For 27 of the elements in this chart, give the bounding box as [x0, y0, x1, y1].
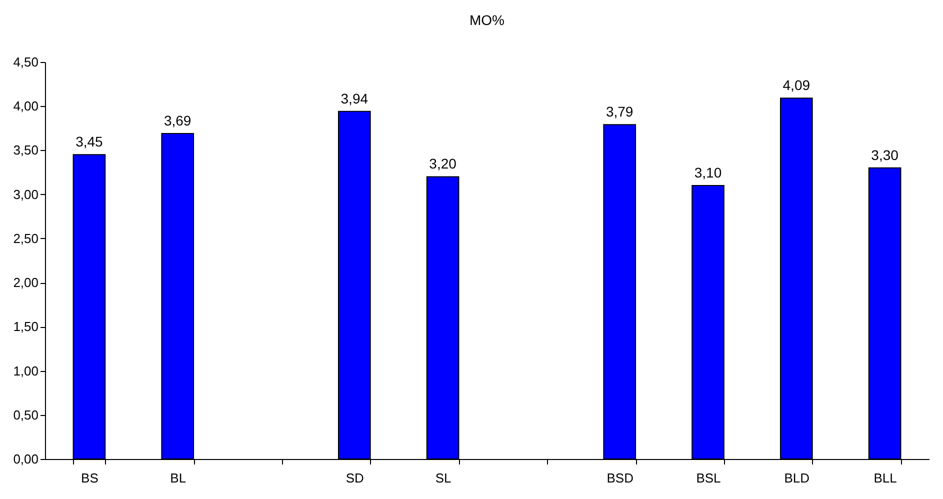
x-tick-label: BLL	[874, 470, 897, 486]
x-tick-label: BSL	[696, 470, 721, 486]
y-tick-label: 1,00	[13, 363, 38, 378]
y-tick-label: 4,00	[13, 98, 38, 114]
x-tick-label: BS	[81, 470, 99, 486]
y-tick-label: 3,00	[13, 186, 38, 202]
y-tick-label: 0,50	[13, 407, 38, 422]
x-tick-label: SL	[435, 470, 452, 486]
x-tick-label: BL	[170, 470, 186, 486]
y-tick-label: 2,50	[13, 230, 38, 246]
y-tick-label: 3,50	[13, 142, 38, 158]
x-tick-label: BSD	[606, 470, 634, 486]
data-label: 4,09	[782, 77, 810, 94]
y-tick-label: 0,00	[13, 452, 38, 466]
data-label: 3,94	[340, 90, 368, 106]
data-label: 3,79	[606, 104, 634, 120]
x-tick-label: BLD	[784, 470, 810, 486]
data-label: 3,69	[164, 112, 192, 128]
y-tick-label: 4,50	[13, 54, 38, 70]
y-tick-label: 1,50	[13, 319, 38, 334]
y-tick-label: 2,00	[13, 275, 38, 290]
data-label: 3,10	[694, 164, 722, 181]
chart-title: MO%	[470, 12, 504, 28]
data-label: 3,30	[871, 146, 899, 163]
data-label: 3,45	[76, 134, 104, 150]
x-tick-label: SD	[346, 470, 364, 486]
data-label: 3,20	[429, 156, 457, 172]
